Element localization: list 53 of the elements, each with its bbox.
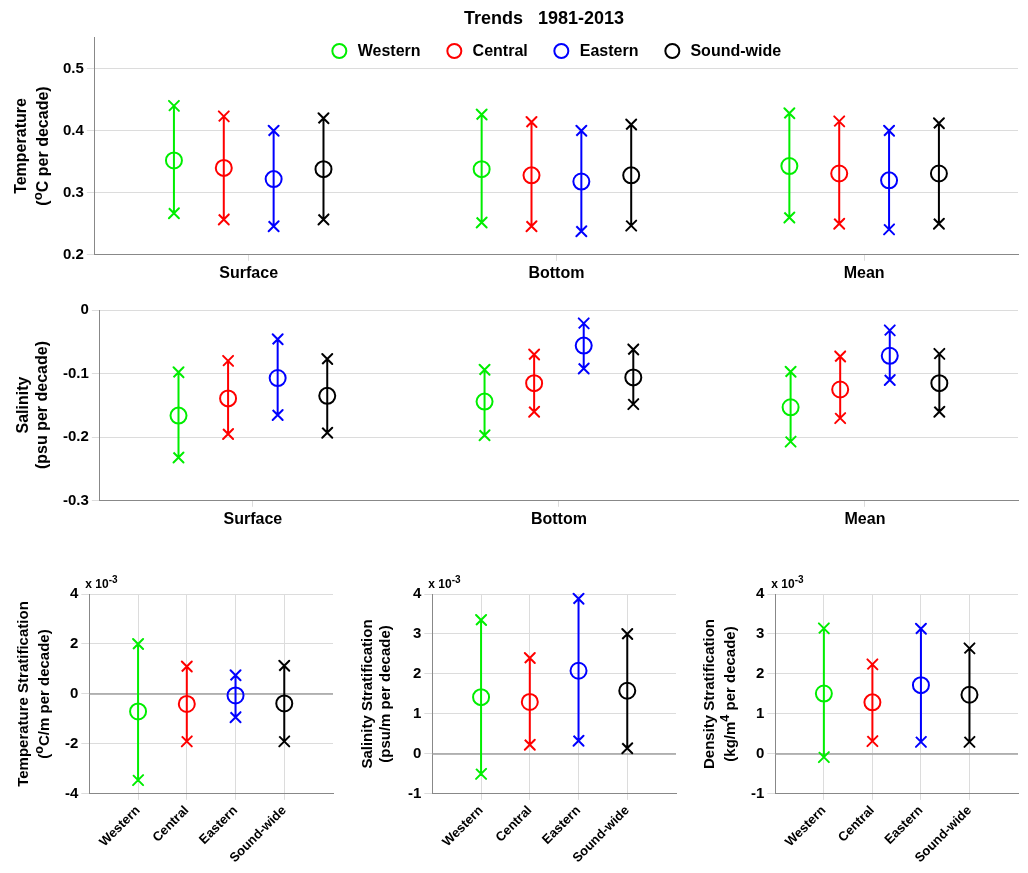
x-tick-label: Mean <box>844 509 886 527</box>
y-tick-label: -0.1 <box>62 363 89 381</box>
x-tick-label: Bottom <box>528 263 585 281</box>
point <box>863 693 882 712</box>
y-tick-label: -4 <box>64 784 79 802</box>
point <box>911 676 930 695</box>
legend-label: Eastern <box>579 41 639 60</box>
legend-label: Western <box>357 41 421 60</box>
y-tick-label: 0 <box>69 684 79 702</box>
x-tick-label: Surface <box>219 263 279 281</box>
y-tick-label: 2 <box>69 634 79 652</box>
y-axis-title: Salinity Stratification (psu/m per decade) <box>358 619 394 769</box>
y-tick-label: -0.3 <box>62 490 89 508</box>
x-tick-label: Mean <box>843 263 885 281</box>
y-tick-label: 0 <box>412 744 422 762</box>
point <box>275 694 294 713</box>
y-axis-title: Salinity (psu per decade) <box>12 341 51 470</box>
x-tick-label: Bottom <box>530 509 587 527</box>
legend-label: Sound-wide <box>690 41 782 60</box>
text: x 10$^{-3}$ <box>428 574 461 591</box>
y-tick-label: 2 <box>755 664 765 682</box>
y-tick-label: 0.4 <box>62 120 85 138</box>
y-tick-label: 1 <box>412 704 422 722</box>
point <box>618 681 637 700</box>
y-tick-label: 2 <box>412 664 422 682</box>
text: x 10$^{-3}$ <box>85 574 118 591</box>
x-tick-label: Surface <box>223 509 283 527</box>
y-tick-label: 0.2 <box>62 244 84 262</box>
point <box>226 686 245 705</box>
point <box>814 684 833 703</box>
point <box>129 702 148 721</box>
y-tick-label: -0.2 <box>62 427 89 445</box>
legend-label: Central <box>472 41 528 60</box>
point <box>472 688 491 707</box>
y-tick-label: 4 <box>412 584 422 602</box>
text: x 10$^{-3}$ <box>771 574 804 591</box>
y-tick-label: 3 <box>755 624 765 642</box>
y-tick-label: 0.5 <box>62 58 84 76</box>
y-tick-label: 0.3 <box>62 182 84 200</box>
y-tick-label: 3 <box>412 624 422 642</box>
y-tick-label: 1 <box>755 704 765 722</box>
point <box>520 692 539 711</box>
point <box>569 661 588 680</box>
y-tick-label: -1 <box>407 784 422 802</box>
y-tick-label: 4 <box>755 584 765 602</box>
point <box>177 694 196 713</box>
point <box>960 685 979 704</box>
y-tick-label: 4 <box>69 584 79 602</box>
y-tick-label: -2 <box>64 734 79 752</box>
y-tick-label: 0 <box>755 744 765 762</box>
y-tick-label: 0 <box>80 300 89 318</box>
chart-title: Trends 1981-2013 <box>463 7 625 28</box>
y-tick-label: -1 <box>750 784 765 802</box>
